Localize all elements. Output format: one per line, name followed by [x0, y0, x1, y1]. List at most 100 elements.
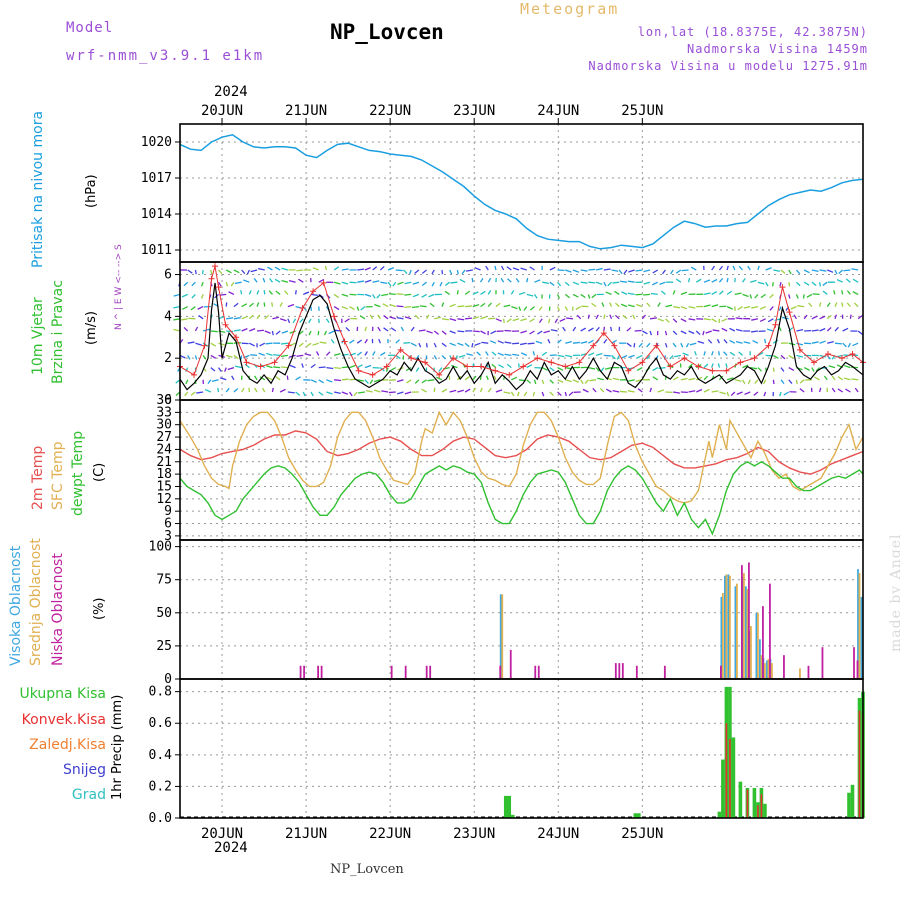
- wind-arrow: [609, 314, 613, 320]
- wind-arrow: [669, 354, 674, 360]
- wind-arrow: [233, 342, 241, 344]
- cloud-low-bar: [635, 665, 638, 679]
- wind-arrow: [831, 387, 836, 393]
- wind-arrow: [458, 354, 466, 358]
- wind-arrow: [628, 354, 635, 358]
- y-tick-label: 18: [156, 467, 172, 482]
- wind-arrow: [771, 282, 774, 287]
- wind-arrow: [334, 379, 342, 382]
- wind-arrow: [811, 367, 815, 372]
- wind-arrow: [369, 379, 374, 385]
- wind-arrow: [479, 375, 482, 380]
- wind-arrow: [296, 269, 304, 272]
- wind-arrow: [526, 293, 534, 297]
- wind-arrow: [279, 302, 283, 307]
- wind-arrow: [381, 390, 389, 393]
- wind-arrow: [263, 302, 266, 307]
- wind-arrow: [849, 314, 852, 319]
- wind-arrow: [333, 352, 341, 357]
- wind-arrow: [687, 277, 691, 283]
- gust-marker: [408, 355, 415, 362]
- wind-arrow: [441, 302, 445, 307]
- wind-arrow: [498, 364, 504, 369]
- wind-arrow: [730, 391, 736, 397]
- wind-arrow: [480, 302, 486, 308]
- wind-arrow: [688, 377, 696, 381]
- day-label-top: 22JUN: [369, 103, 411, 119]
- wind-arrow: [811, 329, 819, 332]
- wind-arrow: [783, 391, 790, 396]
- wind-arrow: [754, 379, 759, 384]
- y-tick-label: 25: [156, 639, 172, 654]
- wind-arrow: [457, 318, 465, 321]
- cloud-high-bar: [755, 612, 758, 679]
- wind-arrow: [318, 379, 324, 384]
- wind-arrow: [795, 269, 801, 275]
- wind-arrow: [772, 379, 775, 385]
- wind-arrow: [637, 388, 643, 393]
- wind-arrow: [373, 379, 381, 383]
- wind-arrow: [649, 317, 657, 320]
- wind-arrow: [325, 351, 331, 356]
- wind-arrow: [741, 277, 746, 283]
- wind-arrow: [197, 306, 204, 310]
- cloud-low-bar: [807, 665, 810, 679]
- y-tick-label: 0.2: [149, 779, 172, 794]
- wind-arrow: [565, 379, 572, 383]
- wind-arrow: [380, 281, 388, 284]
- wind-arrow: [457, 305, 465, 308]
- wind-arrow: [310, 391, 314, 397]
- y-tick-label: 4: [164, 309, 172, 324]
- wind-arrow: [836, 279, 843, 283]
- wind-arrow: [341, 268, 349, 271]
- wind-arrow: [256, 290, 260, 295]
- cloud-low-bar: [663, 665, 666, 679]
- wind-arrow: [526, 379, 532, 384]
- wind-arrow: [210, 354, 217, 359]
- wind-arrow: [537, 330, 543, 335]
- wind-arrow: [529, 266, 535, 271]
- cloud-high-bar: [860, 596, 863, 679]
- gust-marker: [796, 346, 803, 353]
- wind-arrow: [404, 391, 412, 395]
- wind-arrow: [695, 278, 702, 283]
- wind-arrow: [506, 318, 512, 323]
- wind-arrow: [834, 342, 842, 345]
- day-label-top: 25JUN: [621, 103, 663, 119]
- wind-arrow: [487, 277, 492, 283]
- wind-arrow: [529, 330, 535, 335]
- wind-arrow: [520, 318, 527, 322]
- y-tick-label: 1020: [141, 135, 172, 150]
- wind-arrow: [803, 314, 808, 320]
- wind-arrow: [194, 355, 198, 360]
- cloud-mid-bar: [721, 592, 724, 679]
- wind-arrow: [520, 267, 527, 271]
- wind-arrow: [433, 342, 437, 348]
- wind-arrow: [595, 367, 600, 372]
- wind-arrow: [233, 269, 240, 274]
- wind-arrow: [652, 376, 659, 381]
- wind-arrow: [503, 304, 511, 308]
- wind-arrow: [643, 281, 651, 285]
- wind-arrow: [711, 318, 717, 323]
- wind-arrow: [595, 339, 600, 344]
- wind-arrow: [818, 282, 822, 287]
- precip-total-bar: [637, 813, 641, 818]
- wind-arrow: [409, 269, 412, 275]
- cloud-low-bar: [404, 665, 407, 679]
- wind-arrow: [767, 318, 774, 323]
- gust-marker: [212, 263, 219, 270]
- cloud-low-bar: [621, 663, 624, 679]
- y-tick-label: 1017: [141, 171, 172, 186]
- wind-arrow: [341, 293, 349, 297]
- wind-arrow: [472, 316, 480, 320]
- wind-arrow: [735, 317, 743, 320]
- wind-arrow: [292, 318, 297, 324]
- wind-arrow: [472, 375, 477, 381]
- wind-arrow: [196, 391, 204, 394]
- wind-arrow: [224, 367, 227, 372]
- wind-arrow: [652, 281, 659, 286]
- wind-arrow: [404, 293, 412, 296]
- wind-arrow: [557, 379, 564, 383]
- y-tick-label: 12: [156, 492, 172, 507]
